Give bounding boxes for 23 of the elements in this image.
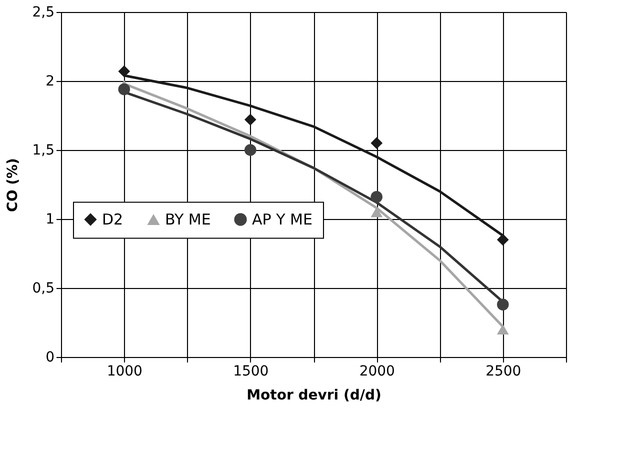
point bbox=[370, 137, 383, 150]
x-tick-label: 1000 bbox=[106, 364, 142, 380]
point bbox=[496, 298, 509, 310]
point bbox=[370, 191, 383, 203]
x-tick-label: 2500 bbox=[486, 364, 522, 380]
x-tick-label: 2000 bbox=[359, 364, 395, 380]
y-axis-title: CO (%) bbox=[5, 158, 22, 212]
point bbox=[244, 144, 256, 156]
y-tick-label: 2,5 bbox=[32, 4, 54, 20]
point bbox=[118, 65, 130, 78]
legend-label: AP Y ME bbox=[252, 210, 312, 228]
x-tick-label: 1500 bbox=[233, 364, 269, 380]
legend-label: BY ME bbox=[165, 210, 211, 228]
x-axis-title: Motor devri (d/d) bbox=[246, 388, 382, 404]
point bbox=[496, 234, 509, 246]
legend-label: D2 bbox=[102, 210, 124, 228]
point bbox=[496, 324, 509, 335]
y-tick-label: 0 bbox=[46, 350, 54, 366]
y-tick-label: 2 bbox=[46, 74, 54, 90]
y-tick-label: 1 bbox=[46, 212, 54, 228]
point bbox=[244, 114, 256, 126]
y-tick-label: 1,5 bbox=[32, 142, 54, 158]
y-tick-label: 0,5 bbox=[32, 280, 54, 296]
